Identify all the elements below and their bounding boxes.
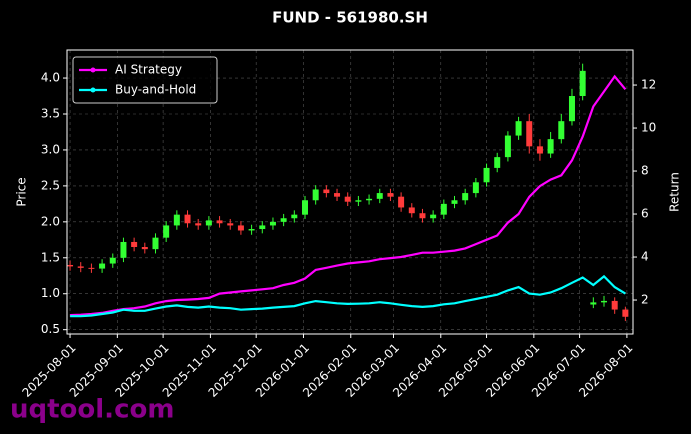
y-tick-label: 2.0	[41, 214, 60, 228]
candle-body	[323, 189, 330, 194]
y-tick-label: 0.5	[41, 322, 60, 336]
candle-body	[622, 309, 629, 317]
candle-body	[430, 214, 437, 219]
y2-tick-label: 6	[641, 207, 649, 221]
plot-frame	[66, 49, 634, 335]
candle-body	[579, 70, 586, 97]
y2-axis-label: Return	[668, 172, 682, 212]
candle-body	[248, 229, 255, 231]
candle-body	[547, 139, 554, 154]
chart-title: FUND - 561980.SH	[272, 9, 428, 27]
candle-body	[462, 193, 469, 201]
candle-body	[536, 146, 543, 154]
candle-body	[376, 193, 383, 199]
candle-body	[601, 300, 608, 303]
candle-body	[526, 121, 533, 147]
candle-body	[366, 198, 373, 201]
y-tick-label: 3.0	[41, 142, 60, 156]
y-tick-label: 1.5	[41, 250, 60, 264]
candle-body	[88, 267, 95, 269]
candle-body	[451, 200, 458, 204]
candle-body	[237, 225, 244, 231]
candle-body	[131, 241, 138, 248]
candle-body	[216, 220, 223, 224]
candle-body	[205, 220, 212, 226]
y-axis-label: Price	[15, 177, 29, 206]
candle-body	[227, 223, 234, 226]
legend-box	[72, 56, 218, 104]
y2-tick-label: 12	[641, 78, 656, 92]
y-tick-label: 2.5	[41, 178, 60, 192]
y-tick-label: 3.5	[41, 106, 60, 120]
y2-tick-label: 4	[641, 250, 649, 264]
y-tick-label: 4.0	[41, 71, 60, 85]
candle-body	[334, 193, 341, 197]
candle-body	[355, 200, 362, 202]
candle-body	[312, 189, 319, 201]
series-line	[70, 274, 626, 318]
watermark: uqtool.com	[10, 395, 174, 425]
candle-body	[67, 264, 74, 267]
candle-body	[99, 263, 106, 269]
candle-body	[568, 96, 575, 122]
candle-body	[387, 193, 394, 197]
legend-label: AI Strategy	[115, 63, 182, 77]
candle-body	[483, 167, 490, 183]
candle-body	[301, 200, 308, 215]
y-tick-label: 1.0	[41, 286, 60, 300]
candle-body	[141, 247, 148, 250]
candle-body	[152, 237, 159, 250]
candle-body	[611, 300, 618, 310]
candle-body	[173, 214, 180, 226]
y2-tick-label: 10	[641, 121, 656, 135]
candle-body	[419, 213, 426, 219]
y2-tick-label: 8	[641, 164, 649, 178]
candle-body	[590, 302, 597, 305]
candle-body	[494, 157, 501, 168]
candle-body	[280, 218, 287, 222]
candle-body	[440, 203, 447, 215]
candle-body	[344, 196, 351, 202]
candle-body	[558, 121, 565, 140]
candle-body	[408, 207, 415, 214]
candle-body	[291, 214, 298, 219]
candle-body	[504, 135, 511, 158]
candle-body	[163, 225, 170, 238]
legend-marker	[90, 87, 96, 93]
candle-body	[184, 214, 191, 224]
legend-marker	[90, 67, 96, 73]
series-line	[70, 74, 627, 317]
candle-body	[195, 223, 202, 226]
candle-body	[398, 196, 405, 208]
candle-body	[259, 225, 266, 230]
candle-body	[109, 257, 116, 264]
candle-body	[269, 221, 276, 226]
candle-body	[77, 266, 84, 268]
candle-body	[120, 241, 127, 258]
legend-label: Buy-and-Hold	[115, 83, 196, 97]
candle-body	[515, 121, 522, 136]
y2-tick-label: 2	[641, 293, 649, 307]
candle-body	[472, 182, 479, 194]
